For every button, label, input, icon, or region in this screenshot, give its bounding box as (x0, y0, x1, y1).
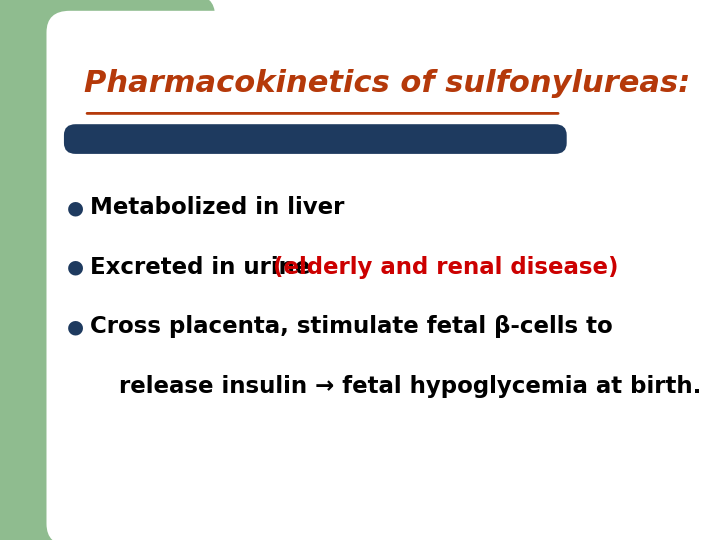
FancyBboxPatch shape (47, 11, 587, 540)
Text: Excreted in urine: Excreted in urine (90, 256, 318, 279)
Text: ●: ● (67, 317, 84, 336)
FancyBboxPatch shape (0, 0, 61, 540)
Text: ●: ● (67, 258, 84, 277)
Text: ●: ● (67, 198, 84, 218)
Text: Metabolized in liver: Metabolized in liver (90, 197, 344, 219)
FancyBboxPatch shape (64, 124, 567, 154)
FancyBboxPatch shape (0, 0, 215, 103)
Text: release insulin → fetal hypoglycemia at birth.: release insulin → fetal hypoglycemia at … (119, 375, 701, 397)
Text: Cross placenta, stimulate fetal β-cells to: Cross placenta, stimulate fetal β-cells … (90, 315, 613, 338)
Text: Pharmacokinetics of sulfonylureas:: Pharmacokinetics of sulfonylureas: (84, 69, 690, 98)
Text: (elderly and renal disease): (elderly and renal disease) (273, 256, 618, 279)
